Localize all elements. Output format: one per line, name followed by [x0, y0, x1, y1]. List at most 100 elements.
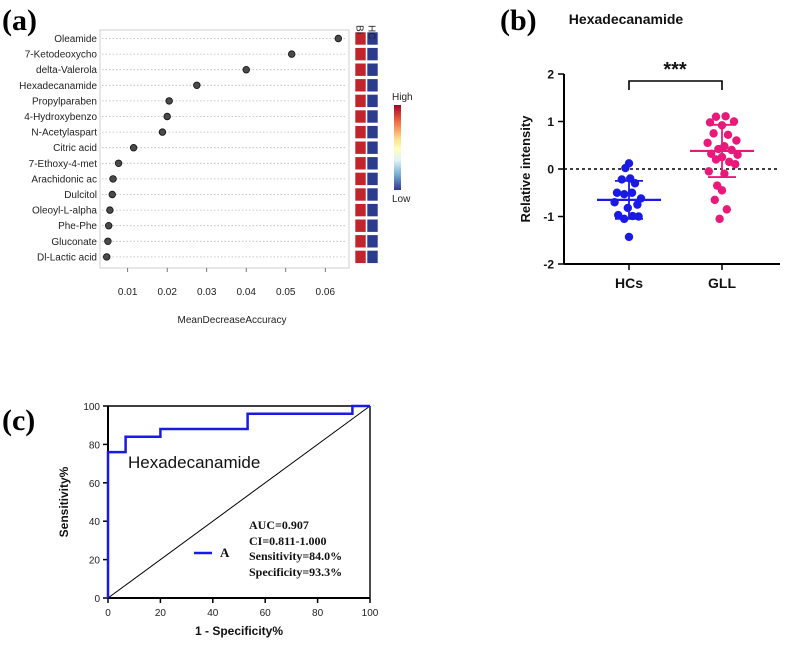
y-tick-label: 0	[547, 163, 554, 177]
data-point-gll	[710, 195, 719, 205]
y-tick-label: 80	[89, 440, 101, 451]
panel-c-title: Hexadecanamide	[128, 453, 260, 472]
data-point-hcs	[621, 163, 630, 173]
heatmap-cell-hc	[366, 250, 379, 264]
data-point-gll	[722, 205, 731, 214]
heatmap-cell-bi	[354, 109, 367, 124]
heatmap-cell-bi	[354, 234, 367, 249]
heatmap-cell-bi	[354, 250, 367, 264]
data-point-gll	[717, 186, 727, 195]
heatmap-colorbar	[394, 105, 401, 190]
panel-b-title: Hexadecanamide	[569, 11, 684, 27]
colorbar-high-label: High	[392, 92, 413, 103]
x-tick-label: 0.02	[157, 287, 177, 298]
heatmap-cell-bi	[354, 172, 367, 186]
heatmap-cell-hc	[366, 125, 379, 139]
heatmap-cell-bi	[354, 31, 367, 46]
heatmap-cell-bi	[354, 47, 367, 61]
heatmap-cell-hc	[366, 78, 379, 93]
data-point-gll	[729, 117, 739, 126]
y-tick-label: 60	[89, 479, 101, 490]
importance-dot	[165, 97, 173, 105]
legend-label-a: A	[220, 545, 230, 560]
panel-label-c: (c)	[2, 404, 35, 437]
importance-dot	[106, 206, 114, 214]
x-tick-label: 0.03	[197, 287, 217, 298]
roc-stat-specificity: Specificity=93.3%	[249, 565, 342, 579]
x-category-label: GLL	[708, 275, 736, 291]
data-point-gll	[711, 112, 721, 121]
feature-label: Oleoyl-L-alpha	[32, 206, 97, 217]
feature-label: Dulcitol	[64, 190, 97, 201]
data-point-gll	[715, 214, 724, 224]
data-point-gll	[709, 129, 718, 138]
heatmap-cell-hc	[366, 187, 379, 202]
importance-dot	[103, 253, 111, 261]
feature-label: Oleamide	[54, 34, 97, 45]
data-point-hcs	[624, 232, 634, 242]
y-tick-label: 0	[94, 594, 100, 605]
x-tick-label: 0	[105, 608, 111, 619]
feature-label: 4-Hydroxybenzo	[24, 112, 97, 123]
feature-label: Gluconate	[51, 237, 97, 248]
panel-a-plot-frame	[99, 29, 350, 269]
data-point-hcs	[633, 200, 642, 209]
panel-a-x-axis-label: MeanDecreaseAccuracy	[178, 315, 287, 326]
importance-dot	[242, 65, 250, 74]
x-tick-label: 40	[207, 608, 219, 619]
data-point-gll	[732, 136, 741, 145]
y-tick-label: 1	[547, 115, 554, 129]
data-point-gll	[731, 160, 740, 169]
data-point-hcs	[620, 189, 629, 199]
heatmap-cell-hc	[366, 109, 379, 124]
reference-diagonal	[107, 405, 371, 599]
heatmap-cell-hc	[366, 31, 379, 46]
importance-dot	[193, 81, 201, 89]
x-category-label: HCs	[615, 275, 643, 291]
panel-a-dotchart: Oleamide 7-Ketodeoxycho delta-Valerola Hexa…	[19, 25, 412, 326]
importance-dot	[287, 50, 296, 58]
panel-label-b: (b)	[500, 4, 537, 37]
data-point-gll	[733, 150, 742, 159]
feature-label: 7-Ketodeoxycho	[25, 50, 98, 61]
importance-dot	[163, 112, 171, 121]
data-point-hcs	[612, 188, 622, 197]
heatmap-cell-hc	[366, 94, 379, 108]
significance-stars: ***	[663, 59, 687, 81]
panel-label-a: (a)	[2, 4, 37, 37]
x-tick-label: 0.01	[118, 287, 138, 298]
heatmap-col-label-hc: HC	[365, 25, 376, 39]
data-point-hcs	[614, 210, 623, 220]
data-point-hcs	[617, 175, 626, 184]
feature-label: 7-Ethoxy-4-met	[29, 159, 98, 170]
heatmap-cell-bi	[354, 187, 367, 202]
y-tick-label: -2	[543, 258, 554, 272]
roc-curve	[106, 404, 370, 598]
x-tick-label: 0.04	[237, 287, 257, 298]
feature-label: delta-Valerola	[36, 65, 97, 76]
heatmap-cell-hc	[366, 156, 379, 171]
heatmap-cell-hc	[366, 47, 379, 61]
data-point-gll	[711, 155, 721, 164]
y-tick-label: 20	[89, 556, 101, 567]
importance-dot	[108, 190, 116, 199]
colorbar-low-label: Low	[392, 194, 411, 205]
importance-dot	[158, 128, 167, 136]
heatmap-cell-hc	[366, 218, 379, 233]
y-tick-label: -1	[543, 210, 554, 224]
heatmap-cell-hc	[366, 234, 379, 249]
heatmap-cell-hc	[366, 172, 379, 186]
y-tick-label: 40	[89, 517, 101, 528]
feature-label: Hexadecanamide	[19, 81, 97, 92]
data-point-hcs	[627, 188, 637, 197]
data-point-gll	[704, 167, 713, 176]
heatmap-cell-bi	[354, 156, 367, 171]
importance-dot	[104, 237, 112, 245]
x-tick-label: 0.05	[276, 287, 296, 298]
importance-dot	[334, 34, 343, 43]
feature-label: Phe-Phe	[58, 221, 97, 232]
feature-label: Dl-Lactic acid	[37, 252, 97, 263]
x-tick-label: 60	[260, 608, 272, 619]
